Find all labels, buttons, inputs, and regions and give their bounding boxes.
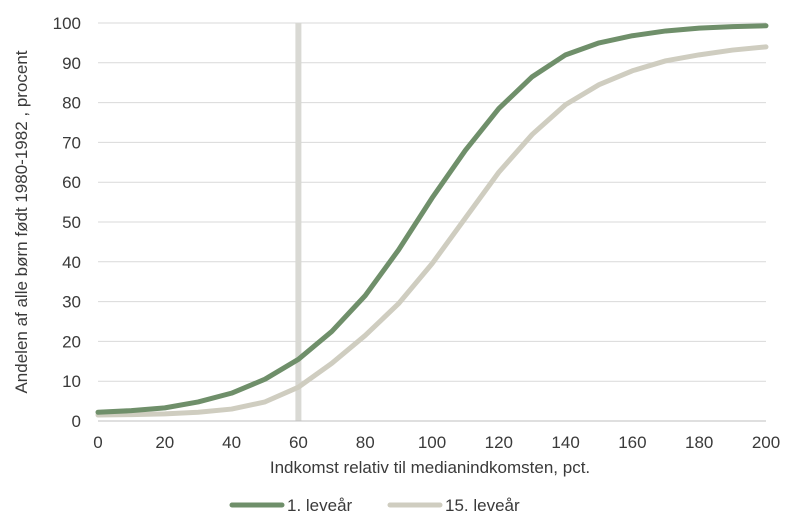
x-tick-label: 100 xyxy=(418,433,446,452)
y-tick-label: 10 xyxy=(62,372,81,391)
series-lines xyxy=(95,23,769,418)
y-axis-ticks: 0 10 20 30 40 50 60 70 80 90 100 xyxy=(53,14,81,431)
x-tick-label: 200 xyxy=(752,433,780,452)
legend-label-0: 1. leveår xyxy=(287,496,353,515)
y-tick-label: 30 xyxy=(62,293,81,312)
y-tick-label: 100 xyxy=(53,14,81,33)
x-tick-label: 20 xyxy=(155,433,174,452)
y-tick-label: 80 xyxy=(62,94,81,113)
x-tick-label: 60 xyxy=(289,433,308,452)
y-tick-label: 50 xyxy=(62,213,81,232)
series-line-1 xyxy=(95,44,769,418)
gridlines xyxy=(98,22,766,382)
y-tick-label: 70 xyxy=(62,133,81,152)
x-tick-label: 80 xyxy=(356,433,375,452)
legend-label-1: 15. leveår xyxy=(445,496,520,515)
x-axis-ticks: 0 20 40 60 80 100 120 140 160 180 200 xyxy=(93,433,780,452)
x-tick-label: 140 xyxy=(551,433,579,452)
x-tick-label: 120 xyxy=(485,433,513,452)
x-tick-label: 40 xyxy=(222,433,241,452)
x-tick-label: 0 xyxy=(93,433,102,452)
y-tick-label: 40 xyxy=(62,253,81,272)
series-line-0 xyxy=(95,23,769,415)
y-tick-label: 20 xyxy=(62,332,81,351)
x-tick-label: 180 xyxy=(685,433,713,452)
y-axis-title: Andelen af alle børn født 1980-1982 , pr… xyxy=(12,50,31,393)
y-tick-label: 90 xyxy=(62,54,81,73)
y-tick-label: 0 xyxy=(72,412,81,431)
x-tick-label: 160 xyxy=(618,433,646,452)
x-axis-title: Indkomst relativ til medianindkomsten, p… xyxy=(270,458,590,477)
legend: 1. leveår 15. leveår xyxy=(229,496,520,515)
y-tick-label: 60 xyxy=(62,173,81,192)
